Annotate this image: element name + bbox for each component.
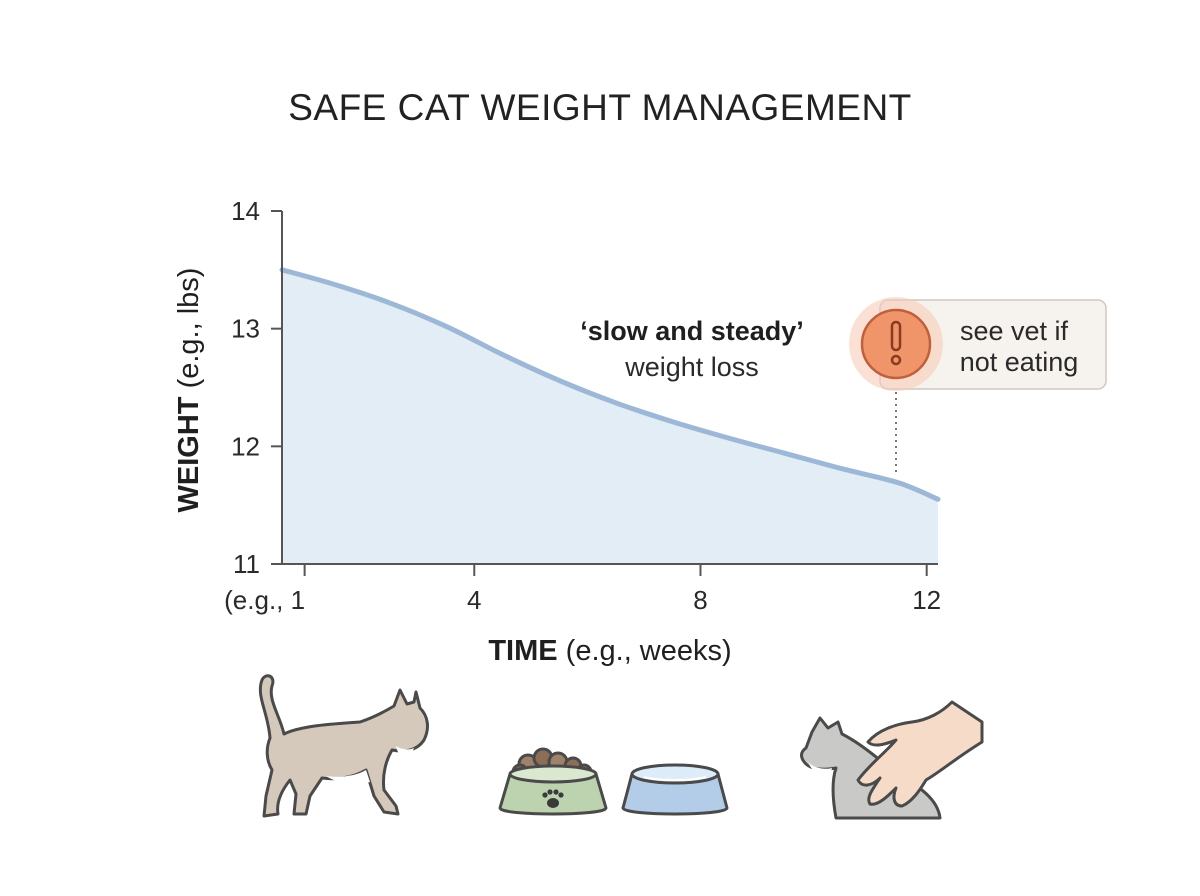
- x-axis-title-bold: TIME: [488, 635, 557, 667]
- hand-petting-cat-illustration: [800, 700, 984, 820]
- warning-callout: see vet if not eating: [849, 297, 1107, 474]
- y-tick-label: 11: [233, 549, 260, 579]
- x-tick-label: (e.g., 1: [224, 585, 305, 615]
- walking-cat-illustration: [258, 674, 429, 818]
- food-bowl-with-paw-icon: [498, 747, 608, 816]
- y-tick-label: 13: [231, 314, 260, 344]
- warning-text-line1: see vet if: [960, 316, 1069, 346]
- y-ticks: 11 12 13 14: [231, 196, 282, 579]
- weight-trend-line: [279, 267, 941, 502]
- y-axis-title-rest: (e.g., lbs): [173, 268, 205, 397]
- warning-circle: [860, 308, 932, 380]
- chart-title: SAFE CAT WEIGHT MANAGEMENT: [288, 87, 912, 128]
- y-axis-title: WEIGHT (e.g., lbs): [173, 268, 205, 513]
- warning-text-line2: not eating: [960, 347, 1079, 377]
- x-axis-title: TIME (e.g., weeks): [488, 635, 731, 667]
- y-tick-label: 14: [231, 196, 260, 226]
- exclamation-icon: [890, 320, 902, 366]
- water-bowl-icon: [621, 763, 729, 816]
- x-tick-label: 12: [912, 585, 941, 615]
- plot-area: 11 12 13 14 (e.g., 1 4 8 12: [224, 196, 941, 615]
- y-tick-label: 12: [231, 431, 260, 461]
- x-tick-label: 4: [467, 585, 481, 615]
- trend-annotation-text: weight loss: [624, 352, 759, 382]
- y-axis-title-bold: WEIGHT: [173, 396, 205, 512]
- weight-area-fill: [282, 269, 938, 564]
- x-ticks: (e.g., 1 4 8 12: [224, 564, 941, 615]
- trend-annotation-bold: ‘slow and steady’: [580, 316, 804, 346]
- x-axis-title-rest: (e.g., weeks): [558, 635, 732, 667]
- x-tick-label: 8: [693, 585, 707, 615]
- paw-icon: [542, 789, 564, 808]
- trend-annotation: ‘slow and steady’ weight loss: [580, 316, 804, 382]
